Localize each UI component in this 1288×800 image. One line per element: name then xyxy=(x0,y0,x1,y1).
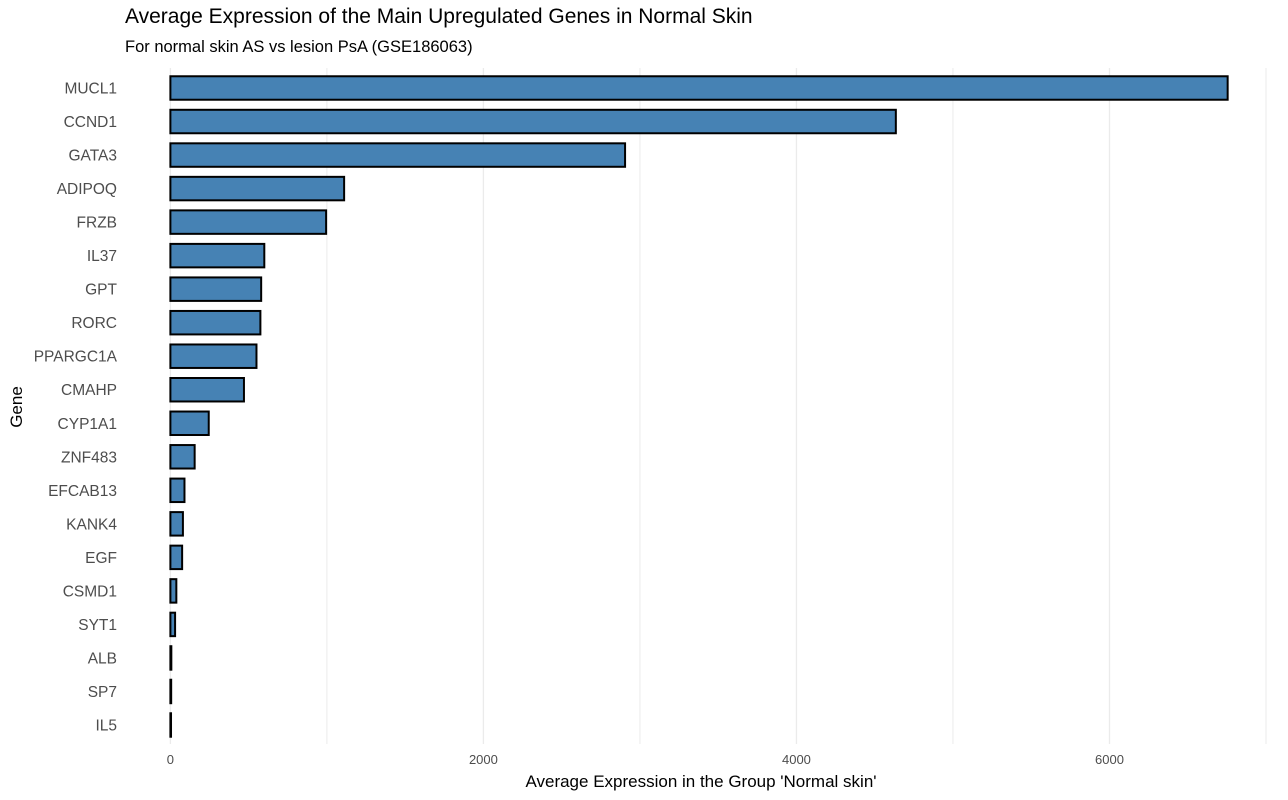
bar-adipoq xyxy=(169,175,346,202)
y-tick-label: KANK4 xyxy=(66,516,117,533)
bar-csmd1 xyxy=(169,578,178,604)
gridlines xyxy=(169,68,1267,744)
chart-subtitle: For normal skin AS vs lesion PsA (GSE186… xyxy=(125,38,473,56)
bar-frzb xyxy=(169,209,328,235)
y-tick-label: CMAHP xyxy=(61,382,117,399)
x-tick-label: 6000 xyxy=(1095,752,1124,767)
bar-rorc xyxy=(169,309,262,336)
y-tick-label: ZNF483 xyxy=(61,449,117,466)
y-tick-label: GATA3 xyxy=(68,148,117,165)
bar-sp7 xyxy=(169,678,173,705)
chart-title: Average Expression of the Main Upregulat… xyxy=(125,5,753,28)
bars xyxy=(169,75,1229,738)
y-tick-label: CSMD1 xyxy=(63,583,117,600)
bar-alb xyxy=(169,645,173,671)
bar-il37 xyxy=(169,242,266,269)
bar-gata3 xyxy=(169,142,627,168)
bar-efcab13 xyxy=(169,477,186,504)
y-tick-label: SP7 xyxy=(88,684,117,701)
y-tick-label: ADIPOQ xyxy=(57,181,117,198)
bar-cyp1a1 xyxy=(169,410,210,436)
y-tick-label: IL37 xyxy=(87,248,117,265)
y-tick-label: ALB xyxy=(88,650,117,667)
y-tick-label: IL5 xyxy=(95,718,117,735)
y-tick-label: EGF xyxy=(85,550,117,567)
x-tick-labels: 0 2000 4000 6000 xyxy=(167,752,1124,767)
y-tick-label: FRZB xyxy=(77,215,117,232)
bar-cmahp xyxy=(169,377,245,403)
y-tick-label: RORC xyxy=(71,315,117,332)
y-axis-title: Gene xyxy=(7,386,26,428)
y-tick-label: GPT xyxy=(85,282,117,299)
bar-egf xyxy=(169,544,184,571)
x-tick-label: 2000 xyxy=(469,752,498,767)
bar-mucl1 xyxy=(169,75,1229,101)
bar-ppargc1a xyxy=(169,343,258,369)
y-tick-label: PPARGC1A xyxy=(34,349,118,366)
x-tick-label: 0 xyxy=(167,752,174,767)
x-tick-label: 4000 xyxy=(782,752,811,767)
y-tick-label: SYT1 xyxy=(78,617,117,634)
bar-syt1 xyxy=(169,611,177,638)
y-tick-label: MUCL1 xyxy=(64,81,117,98)
bar-kank4 xyxy=(169,511,184,537)
x-axis-title: Average Expression in the Group 'Normal … xyxy=(525,772,876,791)
bar-gpt xyxy=(169,276,263,302)
y-tick-labels: MUCL1 CCND1 GATA3 ADIPOQ FRZB IL37 GPT RORC PPAR… xyxy=(34,81,118,735)
bar-znf483 xyxy=(169,444,196,470)
y-tick-label: CCND1 xyxy=(64,114,117,131)
y-tick-label: EFCAB13 xyxy=(48,483,117,500)
bar-ccnd1 xyxy=(169,108,897,135)
y-tick-label: CYP1A1 xyxy=(58,416,117,433)
bar-il5 xyxy=(169,712,173,738)
